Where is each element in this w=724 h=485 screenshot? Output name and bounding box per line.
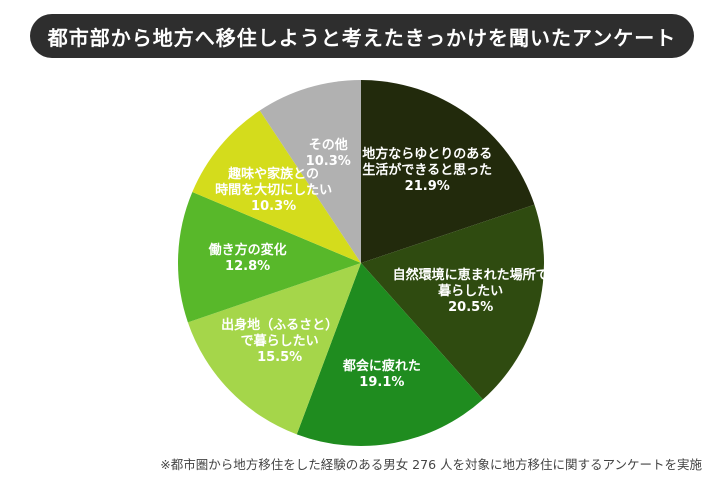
- slice-label: 都会に疲れた 19.1%: [343, 359, 421, 391]
- category-label: 自然環境に恵まれた場所で 暮らしたい: [392, 268, 549, 300]
- value-label: 15.5%: [257, 350, 303, 366]
- value-label: 20.5%: [448, 300, 494, 316]
- category-label: その他: [308, 138, 348, 154]
- chart-title: 都市部から地方へ移住しようと考えたきっかけを聞いたアンケート: [30, 14, 694, 58]
- category-label: 働き方の変化: [208, 243, 287, 259]
- pie-slice: [296, 263, 483, 447]
- pie-slice: [187, 263, 361, 435]
- slice-label: 出身地（ふるさと） で暮らしたい 15.5%: [221, 318, 338, 366]
- pie-slice: [361, 204, 544, 400]
- value-label: 10.3%: [251, 198, 297, 214]
- slice-label: 趣味や家族との 時間を大切にしたい 10.3%: [215, 167, 332, 215]
- value-label: 21.9%: [404, 178, 450, 194]
- value-label: 19.1%: [359, 374, 405, 390]
- slice-label: 働き方の変化 12.8%: [209, 243, 287, 275]
- pie-slice: [192, 110, 361, 263]
- value-label: 12.8%: [225, 259, 271, 275]
- value-label: 10.3%: [305, 154, 351, 170]
- pie-slice: [361, 80, 535, 263]
- pie-slice: [178, 192, 361, 323]
- slice-label: 地方ならゆとりのある 生活ができると思った 21.9%: [362, 147, 492, 195]
- category-label: 地方ならゆとりのある 生活ができると思った: [362, 146, 493, 178]
- slice-label: その他 10.3%: [306, 138, 351, 170]
- category-label: 出身地（ふるさと） で暮らしたい: [221, 318, 339, 350]
- pie-slice: [259, 80, 361, 263]
- slice-label: 自然環境に恵まれた場所で 暮らしたい 20.5%: [393, 268, 549, 316]
- category-label: 趣味や家族との 時間を大切にしたい: [215, 166, 333, 198]
- category-label: 都会に疲れた: [342, 358, 421, 374]
- footnote: ※都市圏から地方移住をした経験のある男女 276 人を対象に地方移住に関するアン…: [160, 457, 702, 472]
